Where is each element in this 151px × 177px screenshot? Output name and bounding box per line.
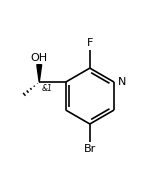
Text: F: F bbox=[87, 38, 93, 48]
Text: Br: Br bbox=[84, 144, 96, 154]
Text: &1: &1 bbox=[42, 84, 53, 93]
Text: N: N bbox=[118, 77, 126, 87]
Text: OH: OH bbox=[31, 53, 48, 63]
Polygon shape bbox=[37, 65, 42, 82]
